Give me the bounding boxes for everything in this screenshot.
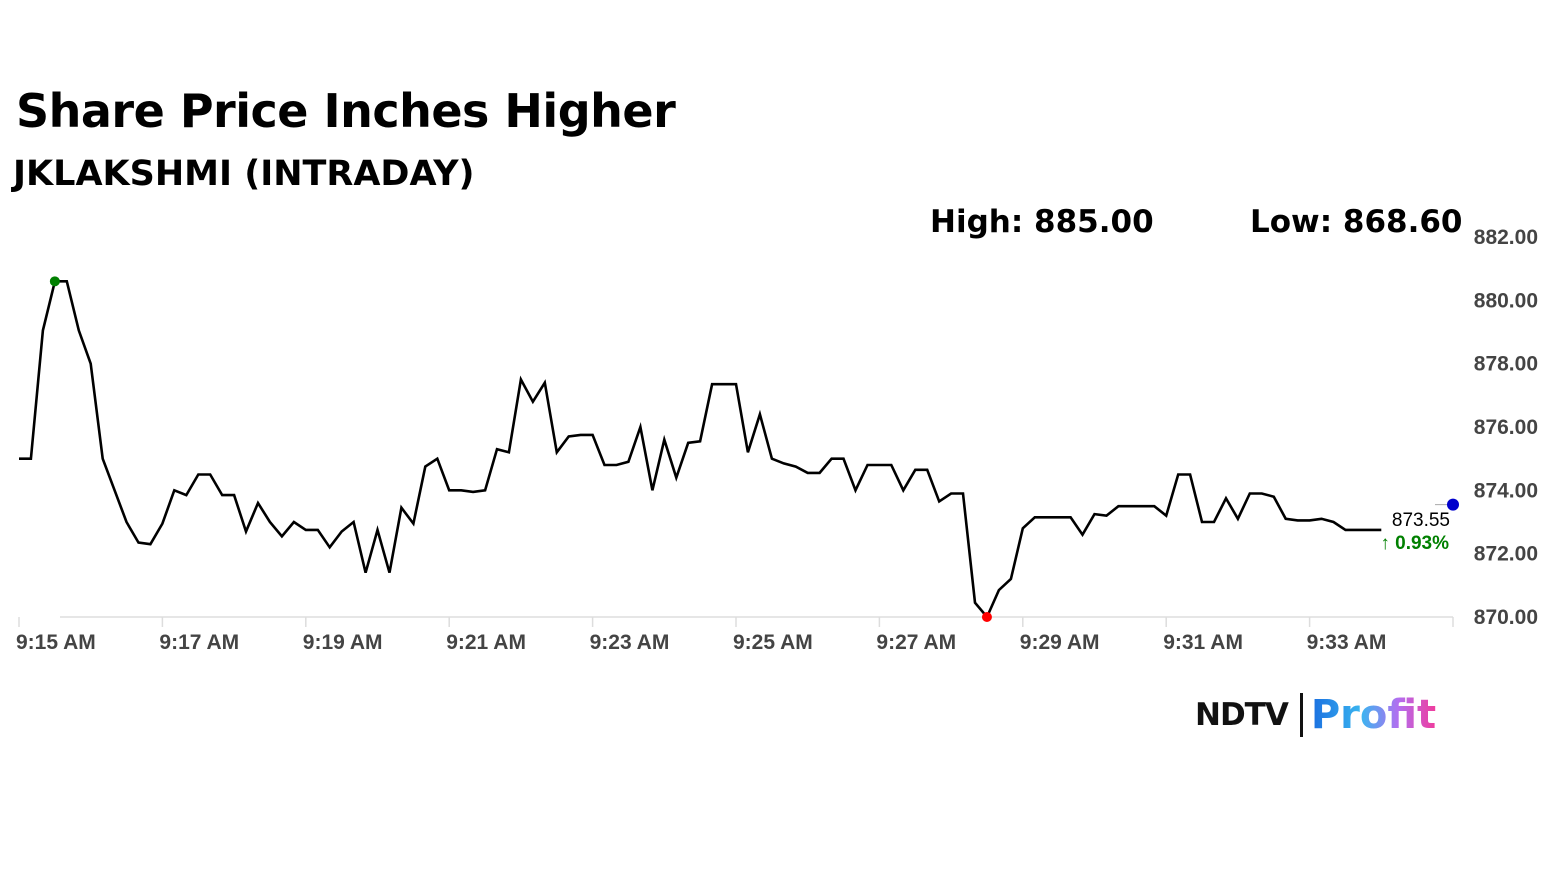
x-tick-label: 9:25 AM — [733, 631, 813, 654]
y-tick-label: 878.00 — [1474, 353, 1538, 376]
y-tick-label: 880.00 — [1474, 289, 1538, 312]
x-tick-label: 9:33 AM — [1307, 631, 1387, 654]
high-marker — [49, 276, 60, 287]
profit-logo-text: Profit — [1310, 692, 1437, 738]
x-tick-label: 9:29 AM — [1020, 631, 1100, 654]
x-tick-label: 9:31 AM — [1163, 631, 1243, 654]
low-marker — [981, 612, 992, 622]
x-tick-label: 9:19 AM — [303, 631, 383, 654]
chart-subtitle: JKLAKSHMI (INTRADAY) — [13, 154, 475, 194]
ndtv-profit-logo: NDTV Profit — [1195, 690, 1436, 740]
change-percent-label: ↑ 0.93% — [1380, 533, 1449, 554]
low-value: Low: 868.60 — [1250, 204, 1463, 240]
high-value: High: 885.00 — [930, 204, 1154, 240]
price-line — [19, 279, 1382, 620]
y-tick-label: 870.00 — [1474, 606, 1538, 629]
chart-title: Share Price Inches Higher — [16, 84, 676, 138]
x-tick-label: 9:15 AM — [16, 631, 96, 654]
x-tick-label: 9:17 AM — [159, 631, 239, 654]
x-tick-label: 9:23 AM — [590, 631, 670, 654]
last-price-label: 873.55 — [1392, 510, 1450, 531]
logo-divider — [1299, 693, 1303, 737]
last-price-marker — [1447, 498, 1459, 511]
y-tick-label: 876.00 — [1474, 416, 1538, 439]
y-tick-label: 874.00 — [1474, 479, 1538, 502]
ndtv-logo-text: NDTV — [1195, 697, 1289, 733]
x-tick-label: 9:27 AM — [876, 631, 956, 654]
x-tick-label: 9:21 AM — [446, 631, 526, 654]
y-tick-label: 872.00 — [1474, 543, 1538, 566]
y-tick-label: 882.00 — [1474, 226, 1538, 249]
